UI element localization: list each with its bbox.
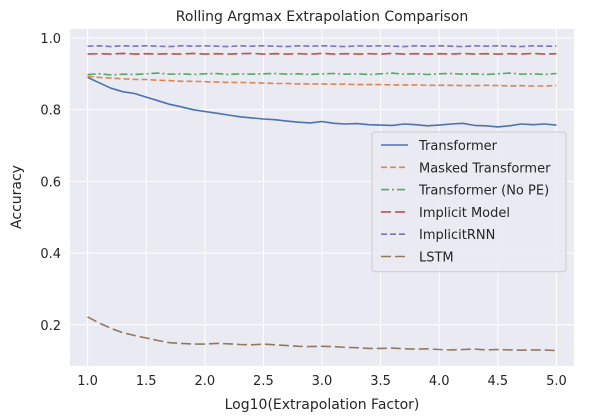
- x-tick-label: 3.0: [312, 374, 333, 389]
- y-tick-label: 0.4: [40, 247, 61, 262]
- legend-label: Transformer (No PE): [418, 184, 549, 199]
- x-tick-label: 4.5: [487, 374, 508, 389]
- x-axis-label: Log10(Extrapolation Factor): [225, 397, 420, 413]
- y-axis-label: Accuracy: [9, 165, 25, 229]
- x-tick-label: 4.0: [429, 374, 450, 389]
- x-tick-label: 2.0: [194, 374, 215, 389]
- legend-label: ImplicitRNN: [419, 228, 495, 243]
- y-tick-label: 1.0: [40, 32, 61, 47]
- legend-label: Transformer: [418, 139, 498, 154]
- x-tick-label: 1.5: [136, 374, 157, 389]
- legend-box: [371, 131, 567, 273]
- series-line-transformer: [87, 76, 557, 128]
- x-tick-label: 2.5: [253, 374, 274, 389]
- chart-title: Rolling Argmax Extrapolation Comparison: [176, 9, 468, 25]
- y-tick-label: 0.2: [40, 319, 61, 334]
- series-line-implicit-model: [87, 52, 557, 55]
- series-line-transformer-no-pe: [87, 72, 557, 76]
- legend-label: Implicit Model: [419, 206, 510, 221]
- x-tick-label: 5.0: [546, 374, 567, 389]
- y-tick-label: 0.6: [40, 175, 61, 190]
- x-tick-label: 1.0: [77, 374, 98, 389]
- y-tick-label: 0.8: [40, 104, 61, 119]
- series-line-implicitrnn: [87, 44, 557, 48]
- x-tick-label: 3.5: [370, 374, 391, 389]
- legend-label: Masked Transformer: [419, 161, 551, 176]
- legend-label: LSTM: [419, 251, 454, 266]
- series-line-lstm: [87, 316, 557, 352]
- series-line-masked-transformer: [87, 75, 557, 87]
- series-lines: [87, 44, 557, 352]
- legend: Transformer Masked Transformer Transformer…: [371, 131, 567, 273]
- tick-labels: 1.0 1.5 2.0 2.5 3.0 3.5 4.0 4.5 5.0 0.2 0.4 0.6 0.8 1…: [40, 32, 566, 389]
